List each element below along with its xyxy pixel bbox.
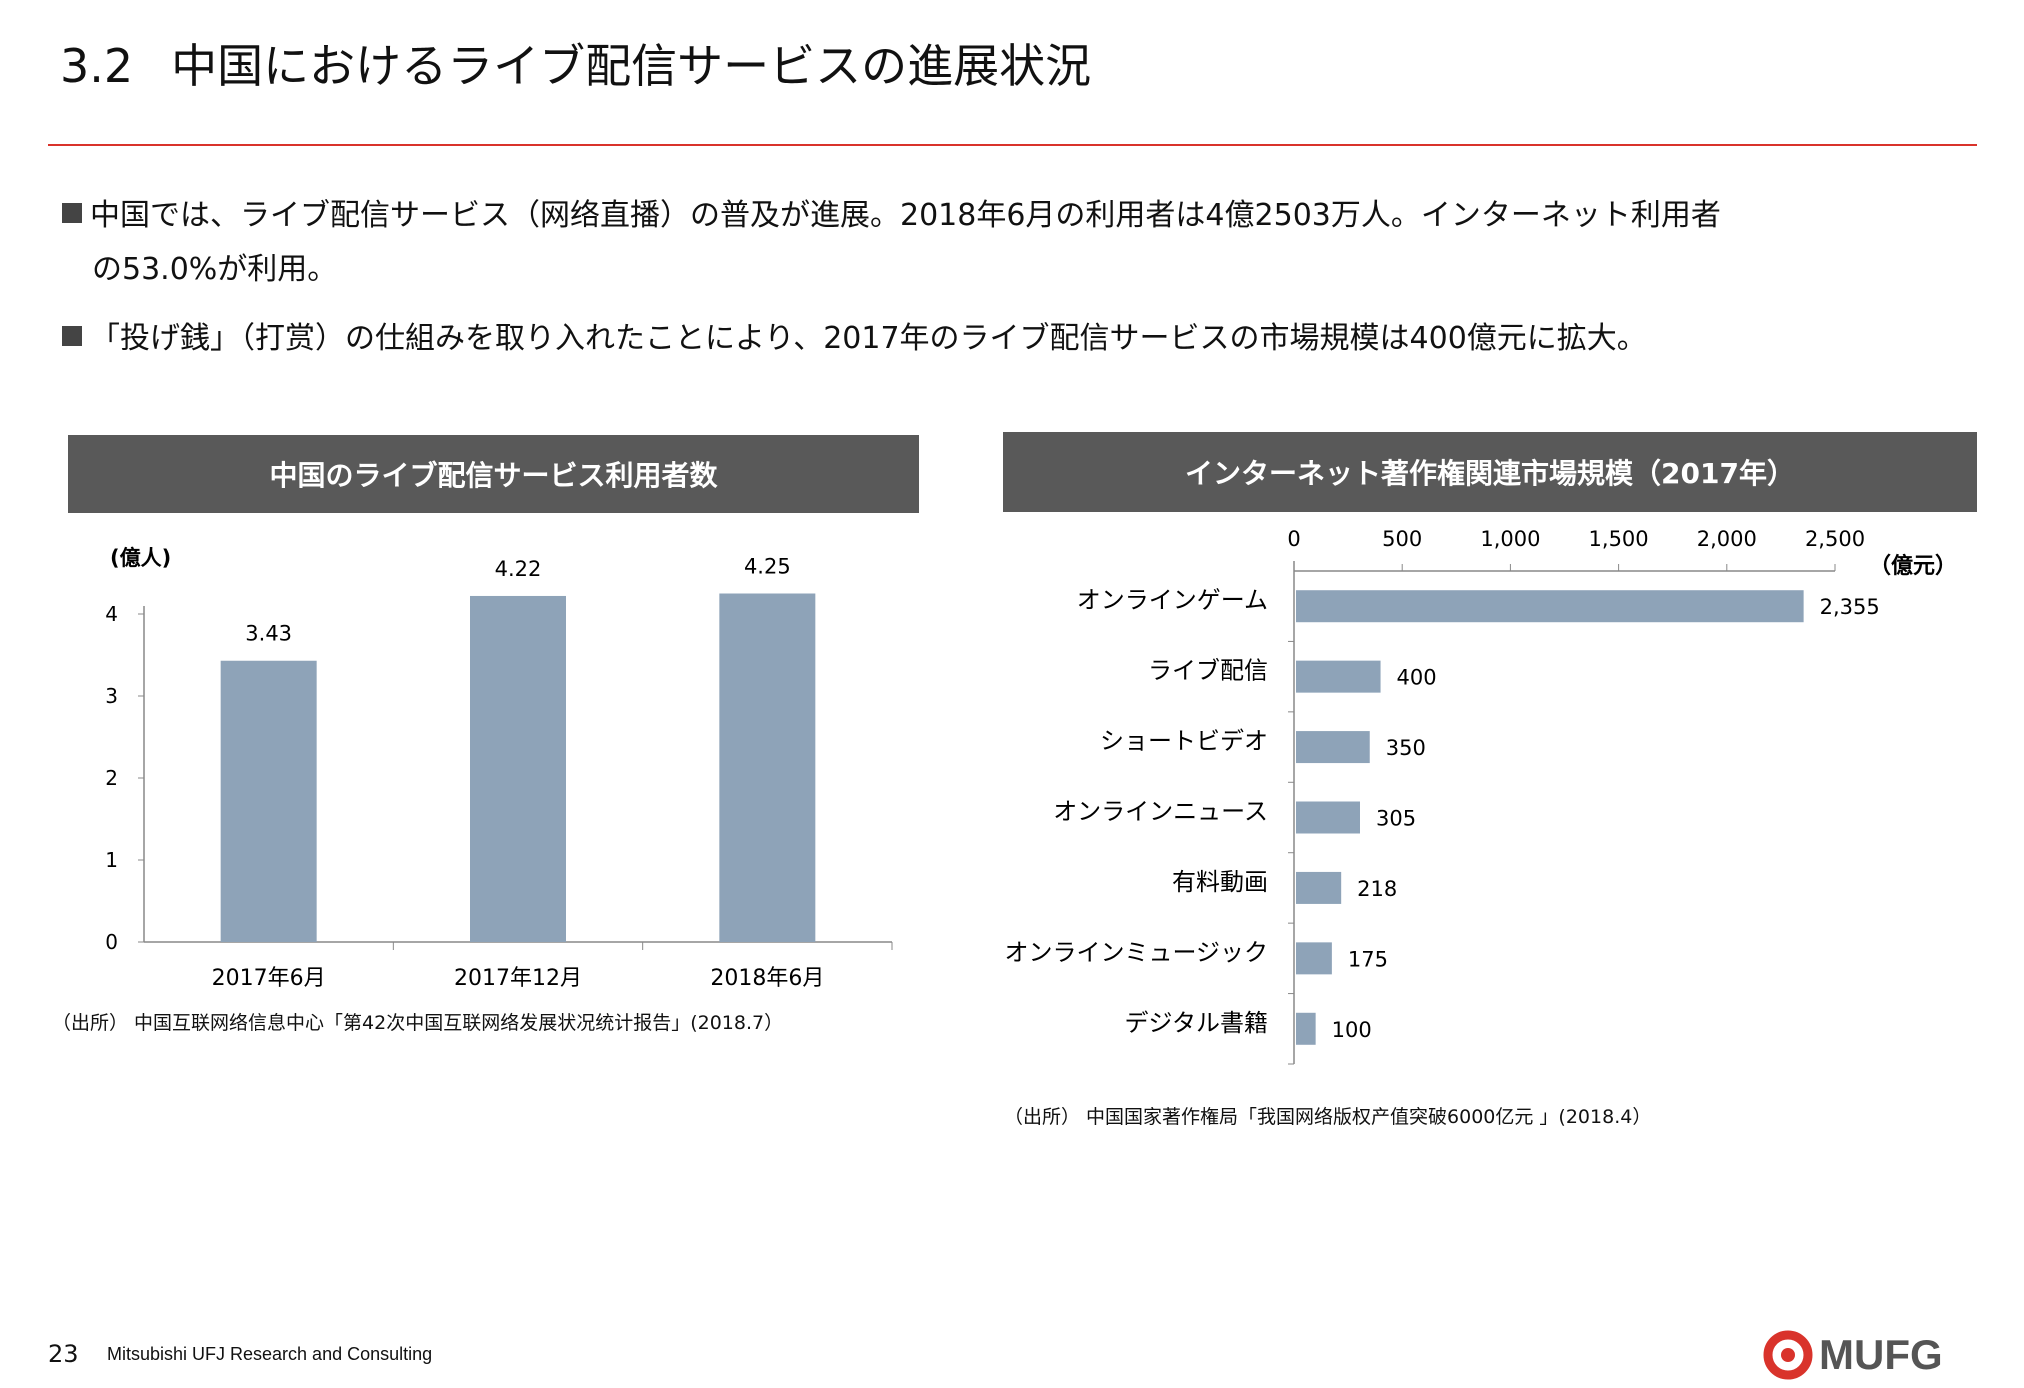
x-tick-label: 500 bbox=[1382, 527, 1422, 551]
bar bbox=[220, 660, 317, 942]
category-label: デジタル書籍 bbox=[1124, 1009, 1268, 1037]
bar bbox=[1296, 1012, 1316, 1045]
bar bbox=[1296, 731, 1370, 764]
chart1-source: （出所） 中国互联网络信息中心「第42次中国互联网络发展状况统计报告」(2018… bbox=[52, 1012, 784, 1034]
bar bbox=[1296, 801, 1361, 834]
x-tick-label: 1,500 bbox=[1589, 527, 1649, 551]
data-label: 2,355 bbox=[1820, 595, 1880, 619]
bar bbox=[1296, 590, 1804, 623]
y-axis-unit: (億人) bbox=[110, 546, 171, 570]
data-label: 3.43 bbox=[245, 622, 292, 646]
section-number: 3.2 bbox=[60, 39, 134, 93]
category-label: 2017年6月 bbox=[212, 966, 326, 991]
bullet-1-cont: の53.0%が利用。 bbox=[92, 252, 338, 287]
y-tick-label: 0 bbox=[105, 930, 118, 954]
x-tick-label: 2,000 bbox=[1697, 527, 1757, 551]
data-label: 400 bbox=[1397, 666, 1437, 690]
y-tick-label: 1 bbox=[105, 848, 118, 872]
chart1-header: 中国のライブ配信サービス利用者数 bbox=[68, 435, 919, 513]
category-label: ショートビデオ bbox=[1100, 727, 1268, 755]
category-label: 有料動画 bbox=[1172, 868, 1268, 896]
data-label: 218 bbox=[1357, 877, 1397, 901]
category-label: 2017年12月 bbox=[454, 966, 582, 991]
y-tick-label: 3 bbox=[105, 684, 118, 708]
title-text: 中国におけるライブ配信サービスの進展状況 bbox=[171, 39, 1092, 93]
bar bbox=[1296, 660, 1381, 693]
category-label: ライブ配信 bbox=[1148, 657, 1268, 685]
bullet-1: 中国では、ライブ配信サービス（网络直播）の普及が進展。2018年6月の利用者は4… bbox=[62, 190, 1721, 234]
data-label: 350 bbox=[1386, 736, 1426, 760]
bar bbox=[719, 593, 816, 942]
data-label: 100 bbox=[1332, 1018, 1372, 1042]
bullet-square-icon bbox=[62, 203, 82, 223]
y-tick-label: 2 bbox=[105, 766, 118, 790]
x-tick-label: 2,500 bbox=[1805, 527, 1865, 551]
title-divider bbox=[48, 144, 1977, 146]
x-tick-label: 1,000 bbox=[1480, 527, 1540, 551]
data-label: 4.22 bbox=[495, 557, 542, 581]
chart2-header: インターネット著作権関連市場規模（2017年） bbox=[1003, 432, 1977, 512]
y-tick-label: 4 bbox=[105, 602, 118, 626]
bullet-2: 「投げ銭」（打赏）の仕組みを取り入れたことにより、2017年のライブ配信サービス… bbox=[62, 313, 1647, 357]
x-tick-label: 0 bbox=[1287, 527, 1300, 551]
data-label: 4.25 bbox=[744, 555, 791, 579]
bullet-square-icon bbox=[62, 326, 82, 346]
bar bbox=[470, 595, 566, 942]
data-label: 175 bbox=[1348, 947, 1388, 971]
category-label: オンラインニュース bbox=[1053, 798, 1268, 826]
x-axis-unit: （億元） bbox=[1869, 553, 1957, 579]
category-label: オンラインミュージック bbox=[1004, 938, 1268, 966]
page-number: 23 bbox=[48, 1340, 79, 1368]
data-label: 305 bbox=[1376, 807, 1416, 831]
category-label: オンラインゲーム bbox=[1077, 586, 1268, 614]
bullet-text: 「投げ銭」（打赏）の仕組みを取り入れたことにより、2017年のライブ配信サービス… bbox=[90, 321, 1647, 356]
logo-text: MUFG bbox=[1819, 1331, 1943, 1378]
mufg-logo: MUFG bbox=[1763, 1330, 1943, 1380]
bar bbox=[1296, 871, 1342, 904]
chart2-source: （出所） 中国国家著作権局「我国网络版权产值突破6000亿元 」(2018.4） bbox=[1004, 1106, 1652, 1128]
mufg-logo-icon bbox=[1763, 1330, 1813, 1380]
bullet-text: 中国では、ライブ配信サービス（网络直播）の普及が進展。2018年6月の利用者は4… bbox=[90, 198, 1721, 233]
company-name: Mitsubishi UFJ Research and Consulting bbox=[107, 1344, 433, 1364]
bar bbox=[1296, 942, 1332, 975]
category-label: 2018年6月 bbox=[710, 966, 824, 991]
page-title: 3.2 中国におけるライブ配信サービスの進展状況 bbox=[60, 30, 1091, 96]
